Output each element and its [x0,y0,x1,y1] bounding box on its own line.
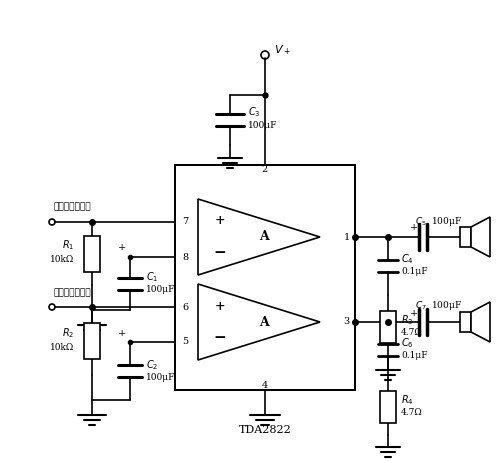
Bar [460,312,471,332]
Text: +: + [410,308,418,318]
Text: 100μF: 100μF [146,285,175,294]
Text: 6: 6 [182,302,188,312]
Text: 4.7Ω: 4.7Ω [401,408,423,417]
Text: 0.1μF: 0.1μF [401,268,427,276]
Text: +: + [215,300,225,313]
Text: +: + [118,329,126,338]
Text: A: A [259,315,269,329]
Text: $C_1$: $C_1$ [146,270,158,284]
Bar [175,165,355,390]
Text: 100μF: 100μF [248,120,278,130]
Text: 8: 8 [182,252,188,262]
Text: $C_6$: $C_6$ [401,336,414,350]
Text: 1: 1 [344,232,350,242]
Text: A: A [259,231,269,244]
Text: $C_5$  100μF: $C_5$ 100μF [415,214,463,227]
Text: +: + [118,244,126,252]
Text: 输入（右声道）: 输入（右声道） [54,288,92,298]
Bar [175,165,355,390]
Bar [84,236,100,271]
Text: $V_+$: $V_+$ [274,43,291,57]
Polygon shape [198,284,320,360]
Text: 3: 3 [344,318,350,326]
Bar [380,390,396,423]
Text: $C_7$  100μF: $C_7$ 100μF [415,300,463,313]
Text: TDA2822: TDA2822 [238,425,291,435]
Text: 10kΩ: 10kΩ [50,255,74,264]
Text: 4: 4 [262,381,268,389]
Text: $R_4$: $R_4$ [401,394,414,407]
Bar [380,311,396,343]
Text: $R_3$: $R_3$ [401,313,414,327]
Text: +: + [215,214,225,227]
Text: 0.1μF: 0.1μF [401,351,427,361]
Text: 100μF: 100μF [146,373,175,382]
Text: −: − [214,331,226,345]
Text: 4.7Ω: 4.7Ω [401,328,423,337]
Text: +: + [410,224,418,232]
Text: $C_3$: $C_3$ [248,105,261,119]
Text: 5: 5 [182,338,188,346]
Bar [84,323,100,359]
Text: 2: 2 [262,165,268,175]
Text: $R_2$: $R_2$ [61,326,74,340]
Text: −: − [214,246,226,260]
Text: 7: 7 [182,218,188,226]
Text: 10kΩ: 10kΩ [50,343,74,351]
Polygon shape [471,217,490,257]
Polygon shape [198,199,320,275]
Text: $C_4$: $C_4$ [401,252,414,266]
Polygon shape [471,302,490,342]
Text: 输入（左声道）: 输入（左声道） [54,202,92,212]
Text: $R_1$: $R_1$ [61,238,74,252]
Text: $C_2$: $C_2$ [146,358,158,372]
Bar [460,227,471,247]
